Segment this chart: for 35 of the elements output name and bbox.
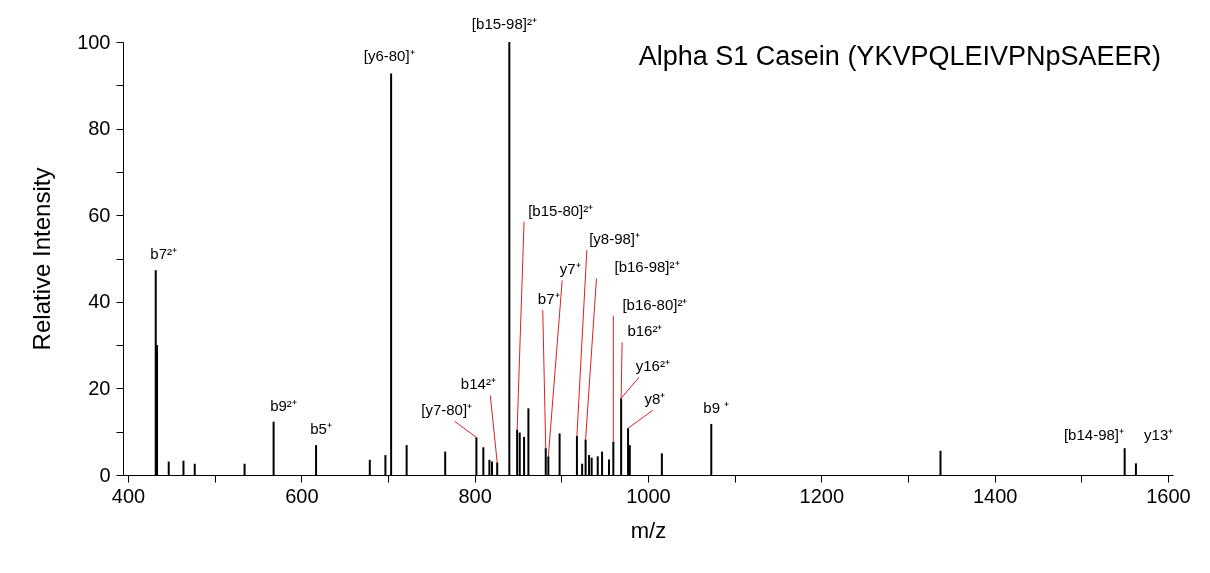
annotation: b16²⁺ xyxy=(627,322,663,340)
annotation: b9²⁺ xyxy=(270,396,297,414)
annotation: y8⁺ xyxy=(644,390,666,408)
y-tick-label: 20 xyxy=(88,376,111,399)
annotation: y7⁺ xyxy=(559,260,581,278)
annotation: [y8-98]⁺ xyxy=(589,230,640,248)
x-tick-label: 400 xyxy=(111,484,146,507)
annotation: [y6-80]⁺ xyxy=(363,46,415,64)
y-tick-label: 40 xyxy=(88,290,111,313)
annotation: b14²⁺ xyxy=(460,375,496,393)
annotation: [b15-80]²⁺ xyxy=(528,201,594,219)
x-tick-label: 1600 xyxy=(1146,484,1191,507)
annotation: [b16-80]²⁺ xyxy=(622,295,688,313)
annotation: y13⁺ xyxy=(1144,426,1174,444)
y-axis-title: Relative Intensity xyxy=(28,167,56,351)
annotation: b7²⁺ xyxy=(150,245,177,263)
x-axis-title: m/z xyxy=(630,517,667,543)
annotation: [b16-98]²⁺ xyxy=(614,258,680,276)
annotation: y16²⁺ xyxy=(635,357,670,375)
x-tick-label: 600 xyxy=(285,484,319,507)
x-tick-label: 1000 xyxy=(626,484,671,507)
y-tick-label: 60 xyxy=(88,203,111,226)
y-tick-label: 100 xyxy=(77,30,111,53)
x-tick-label: 1400 xyxy=(972,484,1018,507)
annotation: [b14-98]⁺ xyxy=(1063,426,1124,444)
y-tick-label: 80 xyxy=(88,117,111,140)
x-tick-label: 1200 xyxy=(799,484,845,507)
annotation: [b15-98]²⁺ xyxy=(471,15,537,32)
annotation: b7⁺ xyxy=(537,290,560,308)
y-tick-label: 0 xyxy=(99,463,111,486)
annotation: b9 ⁺ xyxy=(703,398,730,416)
annotation: b5⁺ xyxy=(310,420,332,438)
x-tick-label: 800 xyxy=(458,484,492,507)
annotation: [y7-80]⁺ xyxy=(421,401,473,419)
chart-title: Alpha S1 Casein (YKVPQLEIVPNpSAEER) xyxy=(638,41,1161,71)
